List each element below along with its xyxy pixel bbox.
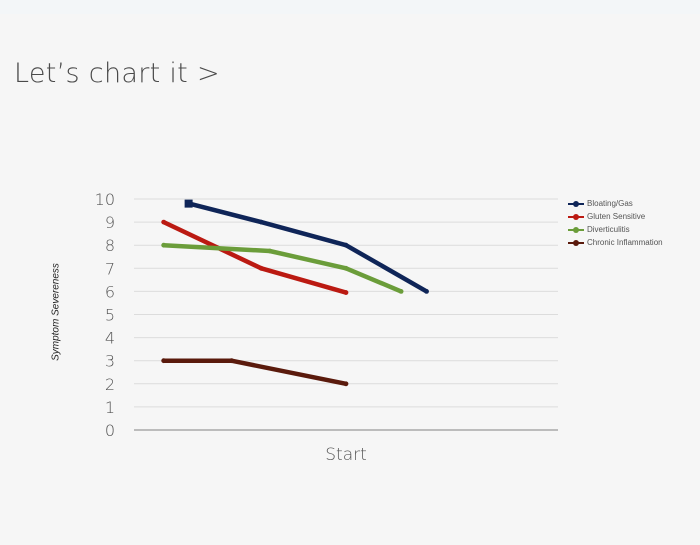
legend-label: Bloating/Gas (587, 199, 633, 208)
data-point (161, 358, 167, 364)
data-point (258, 219, 264, 225)
legend-label: Gluten Sensitive (587, 212, 646, 221)
legend-item: Bloating/Gas (568, 197, 663, 210)
data-point (424, 289, 429, 294)
legend-item: Diverticulitis (568, 223, 663, 236)
series-line (163, 358, 347, 387)
page-title: Let’s chart it > (14, 58, 220, 89)
legend-label: Chronic Inflammation (587, 238, 663, 247)
legend-swatch-icon (568, 226, 584, 234)
legend-swatch-icon (568, 200, 584, 208)
series-line (188, 201, 428, 294)
series-lines (161, 199, 429, 387)
data-point (267, 248, 273, 254)
y-tick-label: 7 (105, 259, 115, 278)
series-line (163, 242, 402, 294)
data-point (343, 242, 349, 248)
y-tick-label: 6 (105, 282, 115, 301)
top-bar (0, 0, 700, 14)
data-point (343, 265, 349, 271)
y-tick-label: 9 (105, 213, 115, 232)
x-tick-labels: Start (325, 445, 367, 465)
legend: Bloating/Gas Gluten Sensitive Diverticulit… (568, 197, 663, 249)
data-point (229, 358, 234, 364)
x-tick-label: Start (325, 445, 367, 465)
legend-label: Diverticulitis (587, 225, 630, 234)
data-point (161, 219, 167, 225)
data-point (161, 242, 167, 248)
y-tick-label: 2 (105, 375, 115, 394)
y-tick-label: 5 (105, 306, 115, 325)
y-tick-label: 4 (105, 329, 115, 348)
y-tick-labels: 0 1 2 3 4 5 6 7 8 9 10 (95, 190, 115, 440)
data-point (184, 199, 193, 208)
y-tick-label: 0 (105, 421, 115, 440)
data-point (343, 381, 349, 387)
grid-lines (134, 198, 558, 431)
series-line (162, 220, 347, 295)
legend-swatch-icon (568, 213, 584, 221)
data-point (258, 265, 264, 271)
data-point (343, 290, 349, 295)
y-tick-label: 10 (95, 190, 115, 209)
legend-swatch-icon (568, 239, 584, 247)
legend-item: Gluten Sensitive (568, 210, 663, 223)
data-point (398, 289, 404, 294)
y-tick-label: 3 (105, 352, 115, 371)
legend-item: Chronic Inflammation (568, 236, 663, 249)
y-tick-label: 8 (105, 236, 115, 255)
y-tick-label: 1 (105, 398, 115, 417)
